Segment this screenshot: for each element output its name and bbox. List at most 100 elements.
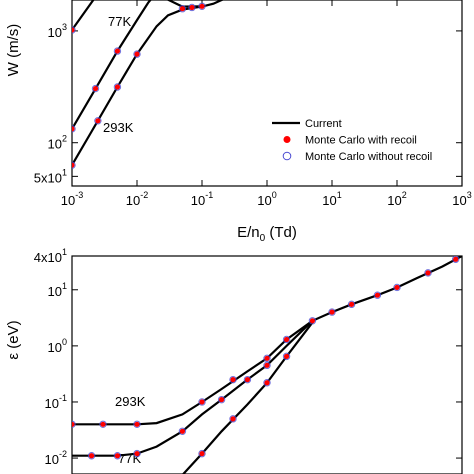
tick-label: 5x101 bbox=[34, 168, 67, 186]
tick-label: 102 bbox=[387, 190, 406, 208]
data-point bbox=[218, 397, 225, 403]
data-point bbox=[229, 375, 237, 384]
curve bbox=[72, 320, 314, 457]
plot-area bbox=[72, 256, 462, 474]
data-point bbox=[264, 362, 270, 368]
data-point bbox=[178, 427, 187, 436]
data-point bbox=[188, 3, 196, 12]
data-point bbox=[263, 354, 271, 363]
curve bbox=[181, 321, 314, 474]
tick-label: 103 bbox=[48, 22, 67, 40]
tick-label: 4x101 bbox=[34, 247, 67, 265]
data-point bbox=[263, 379, 271, 387]
data-point bbox=[263, 361, 271, 370]
tick-exp: 3 bbox=[62, 22, 67, 32]
data-point bbox=[264, 355, 270, 361]
data-point bbox=[95, 118, 101, 124]
legend-label: Monte Carlo without recoil bbox=[305, 151, 432, 163]
tick-base: 10 bbox=[48, 137, 62, 152]
tick-base: 10 bbox=[48, 284, 62, 299]
data-point bbox=[393, 283, 401, 292]
tick-base: 10 bbox=[48, 25, 62, 40]
data-point bbox=[134, 51, 140, 57]
data-point bbox=[134, 451, 140, 457]
data-point bbox=[72, 420, 76, 428]
data-point bbox=[329, 309, 335, 315]
tick-exp: 0 bbox=[272, 190, 277, 200]
tick-base: 10 bbox=[191, 193, 205, 208]
annotation: 293K bbox=[103, 120, 134, 135]
tick-label: 10-3 bbox=[61, 190, 83, 208]
data-point bbox=[133, 449, 141, 458]
data-point bbox=[178, 4, 187, 13]
tick-base: 10 bbox=[257, 193, 271, 208]
tick-exp: 1 bbox=[62, 168, 67, 178]
annotation: 293K bbox=[115, 394, 146, 409]
data-point bbox=[99, 420, 107, 428]
data-point bbox=[94, 117, 102, 125]
tick-exp: -1 bbox=[59, 393, 67, 403]
plot-area bbox=[72, 0, 225, 169]
tick-base: 5x10 bbox=[34, 171, 62, 186]
tick-exp: 1 bbox=[62, 281, 67, 291]
curve bbox=[72, 0, 203, 130]
data-point bbox=[72, 125, 76, 133]
tick-exp: -1 bbox=[205, 190, 213, 200]
data-point bbox=[229, 415, 237, 423]
data-point bbox=[134, 421, 140, 427]
data-point bbox=[189, 4, 195, 11]
tick-base: 10 bbox=[126, 193, 140, 208]
data-point bbox=[308, 317, 317, 325]
data-point bbox=[133, 50, 141, 58]
data-point bbox=[230, 416, 236, 422]
data-point bbox=[199, 451, 205, 457]
data-point bbox=[114, 48, 121, 54]
tick-label: 102 bbox=[48, 134, 67, 152]
tick-base: 4x10 bbox=[34, 250, 62, 265]
legend-marker bbox=[282, 151, 292, 161]
legend-marker bbox=[283, 136, 291, 143]
curve bbox=[72, 0, 95, 31]
tick-exp: 2 bbox=[402, 190, 407, 200]
data-point bbox=[133, 420, 141, 428]
tick-exp: -2 bbox=[59, 449, 67, 459]
tick-label: 101 bbox=[48, 281, 67, 299]
data-point bbox=[113, 47, 122, 55]
data-point bbox=[72, 27, 75, 33]
data-point bbox=[72, 126, 75, 132]
tick-base: 10 bbox=[61, 193, 75, 208]
x-label-text: E/n bbox=[237, 224, 260, 241]
tick-exp: 3 bbox=[467, 190, 472, 200]
data-point bbox=[264, 380, 270, 386]
tick-label: 10-1 bbox=[191, 190, 213, 208]
y-axis-label: W (m/s) bbox=[5, 24, 22, 76]
tick-label: 101 bbox=[322, 190, 341, 208]
data-point bbox=[72, 161, 76, 169]
data-point bbox=[88, 453, 95, 459]
data-point bbox=[179, 428, 186, 434]
data-point bbox=[243, 375, 252, 384]
tick-base: 10 bbox=[45, 396, 59, 411]
tick-label: 100 bbox=[48, 337, 67, 355]
tick-base: 10 bbox=[322, 193, 336, 208]
data-point bbox=[282, 352, 291, 361]
data-point bbox=[198, 2, 206, 11]
data-point bbox=[217, 395, 226, 404]
data-point bbox=[347, 300, 356, 309]
curve bbox=[72, 0, 225, 166]
data-point bbox=[87, 452, 96, 460]
data-point bbox=[72, 26, 76, 34]
data-point bbox=[114, 453, 121, 459]
tick-label: 103 bbox=[452, 190, 471, 208]
tick-base: 10 bbox=[387, 193, 401, 208]
data-point bbox=[283, 336, 290, 343]
data-point bbox=[199, 399, 205, 405]
x-label-sub: 0 bbox=[260, 233, 266, 244]
data-point bbox=[179, 6, 186, 12]
data-point bbox=[244, 377, 251, 383]
data-point bbox=[92, 85, 99, 92]
data-point bbox=[113, 83, 122, 91]
data-point bbox=[72, 421, 75, 427]
tick-base: 10 bbox=[48, 340, 62, 355]
